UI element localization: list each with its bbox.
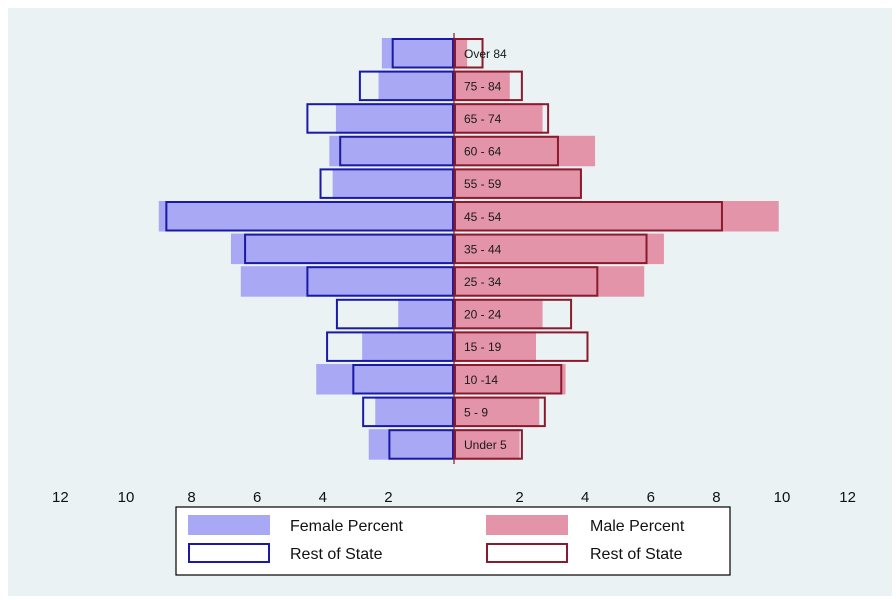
legend-label-female-percent: Female Percent [290, 518, 403, 535]
female-percent-bar-55-59 [332, 168, 454, 199]
population-pyramid-chart: Under 5 5 - 9 10 -14 15 - 19 20 - 24 25 - 34 3… [52, 33, 856, 576]
male-rest-of-state-bar-over-84 [454, 38, 484, 69]
female-percent-bar-over-84 [381, 38, 454, 69]
legend-label-male-percent: Male Percent [590, 518, 685, 535]
x-tick-label-left-10: 10 [118, 489, 135, 506]
legend-label-female-rest-of-state: Rest of State [290, 546, 383, 563]
legend-label-male-rest-of-state: Rest of State [590, 546, 683, 563]
male-rest-of-state-bar-5-9 [454, 396, 546, 428]
female-percent-bar-under-5 [368, 429, 454, 460]
male-percent-bar-20-24 [454, 298, 543, 330]
male-rest-of-state-bar-60-64 [454, 135, 559, 167]
male-percent-bar-5-9 [454, 396, 540, 428]
female-percent-bar-20-24 [398, 298, 454, 330]
female-rest-of-state-bar-20-24 [335, 298, 455, 330]
male-percent-bar-15-19 [454, 331, 536, 362]
age-label-75-84: 75 - 84 [464, 79, 502, 93]
age-label-45-54: 45 - 54 [464, 210, 502, 224]
male-rest-of-state-bar-10-14 [454, 364, 563, 395]
x-tick-label-right-4: 4 [581, 489, 589, 506]
x-tick-label-right-10: 10 [774, 489, 791, 506]
x-tick-label-left-2: 2 [384, 489, 392, 506]
male-rest-of-state-bar-under-5 [454, 429, 523, 460]
age-label-55-59: 55 - 59 [464, 177, 502, 191]
age-label-5-9: 5 - 9 [464, 405, 488, 419]
female-rest-of-state-bar-10-14 [352, 364, 455, 395]
age-label-20-24: 20 - 24 [464, 308, 502, 322]
legend: Female Percent Male Percent Rest of Stat… [175, 506, 731, 576]
age-label-15-19: 15 - 19 [464, 340, 502, 354]
female-percent-bar-35-44 [230, 233, 454, 265]
male-bars [454, 38, 779, 460]
chart-panel: Under 5 5 - 9 10 -14 15 - 19 20 - 24 25 - 34 3… [8, 8, 892, 596]
female-rest-of-state-bar-55-59 [319, 168, 454, 199]
age-label-35-44: 35 - 44 [464, 242, 502, 256]
x-tick-label-right-8: 8 [712, 489, 720, 506]
male-rest-of-state-bar-75-84 [454, 70, 523, 102]
age-label-10-14: 10 -14 [464, 373, 498, 387]
female-rest-of-state-bar-60-64 [339, 135, 455, 167]
male-percent-bar-over-84 [454, 38, 468, 69]
female-percent-bar-45-54 [158, 201, 455, 232]
x-tick-label-left-8: 8 [187, 489, 195, 506]
female-rest-of-state-bar-75-84 [358, 70, 455, 102]
male-percent-bar-45-54 [454, 201, 779, 232]
male-percent-bar-60-64 [454, 135, 596, 167]
male-percent-bar-10-14 [454, 364, 566, 395]
female-percent-bar-75-84 [378, 70, 454, 102]
female-percent-bar-25-34 [240, 266, 454, 297]
male-percent-bar-55-59 [454, 168, 582, 199]
legend-swatch-male-rest-of-state [486, 543, 568, 563]
x-tick-label-left-6: 6 [253, 489, 261, 506]
female-percent-bar-10-14 [316, 364, 454, 395]
male-percent-bar-35-44 [454, 233, 664, 265]
female-bars [158, 38, 455, 460]
age-label-under-5: Under 5 [464, 438, 507, 452]
legend-swatch-male-percent [486, 515, 568, 535]
x-tick-label-left-4: 4 [319, 489, 327, 506]
male-percent-bar-75-84 [454, 70, 510, 102]
female-rest-of-state-bar-over-84 [391, 38, 454, 69]
male-percent-bar-under-5 [454, 429, 520, 460]
female-rest-of-state-bar-5-9 [362, 396, 454, 428]
male-percent-bar-65-74 [454, 103, 543, 134]
female-percent-bar-15-19 [362, 331, 454, 362]
x-tick-label-right-2: 2 [515, 489, 523, 506]
x-axis-tick-labels: 12 10 8 6 4 2 2 4 6 8 10 12 [52, 489, 856, 506]
female-rest-of-state-bar-45-54 [165, 201, 455, 232]
age-group-labels: Under 5 5 - 9 10 -14 15 - 19 20 - 24 25 - 34 3… [464, 47, 507, 452]
x-tick-label-right-6: 6 [647, 489, 655, 506]
female-rest-of-state-bar-35-44 [244, 233, 454, 265]
male-rest-of-state-bar-55-59 [454, 168, 582, 199]
female-percent-bar-5-9 [375, 396, 454, 428]
age-label-25-34: 25 - 34 [464, 275, 502, 289]
age-label-65-74: 65 - 74 [464, 112, 502, 126]
female-rest-of-state-bar-25-34 [306, 266, 454, 297]
male-rest-of-state-bar-25-34 [454, 266, 599, 297]
x-tick-label-right-12: 12 [839, 489, 856, 506]
male-rest-of-state-bar-20-24 [454, 298, 573, 330]
male-percent-bar-25-34 [454, 266, 645, 297]
x-tick-label-left-12: 12 [52, 489, 69, 506]
legend-swatch-female-rest-of-state [188, 543, 270, 563]
male-rest-of-state-bar-45-54 [454, 201, 723, 232]
legend-swatch-female-percent [188, 515, 270, 535]
age-label-over-84: Over 84 [464, 47, 507, 61]
female-rest-of-state-bar-65-74 [306, 103, 454, 134]
female-rest-of-state-bar-under-5 [388, 429, 454, 460]
male-rest-of-state-bar-35-44 [454, 233, 648, 265]
male-rest-of-state-bar-65-74 [454, 103, 550, 134]
female-percent-bar-65-74 [335, 103, 454, 134]
male-rest-of-state-bar-15-19 [454, 331, 589, 362]
age-label-60-64: 60 - 64 [464, 145, 502, 159]
female-rest-of-state-bar-15-19 [326, 331, 454, 362]
female-percent-bar-60-64 [329, 135, 454, 167]
